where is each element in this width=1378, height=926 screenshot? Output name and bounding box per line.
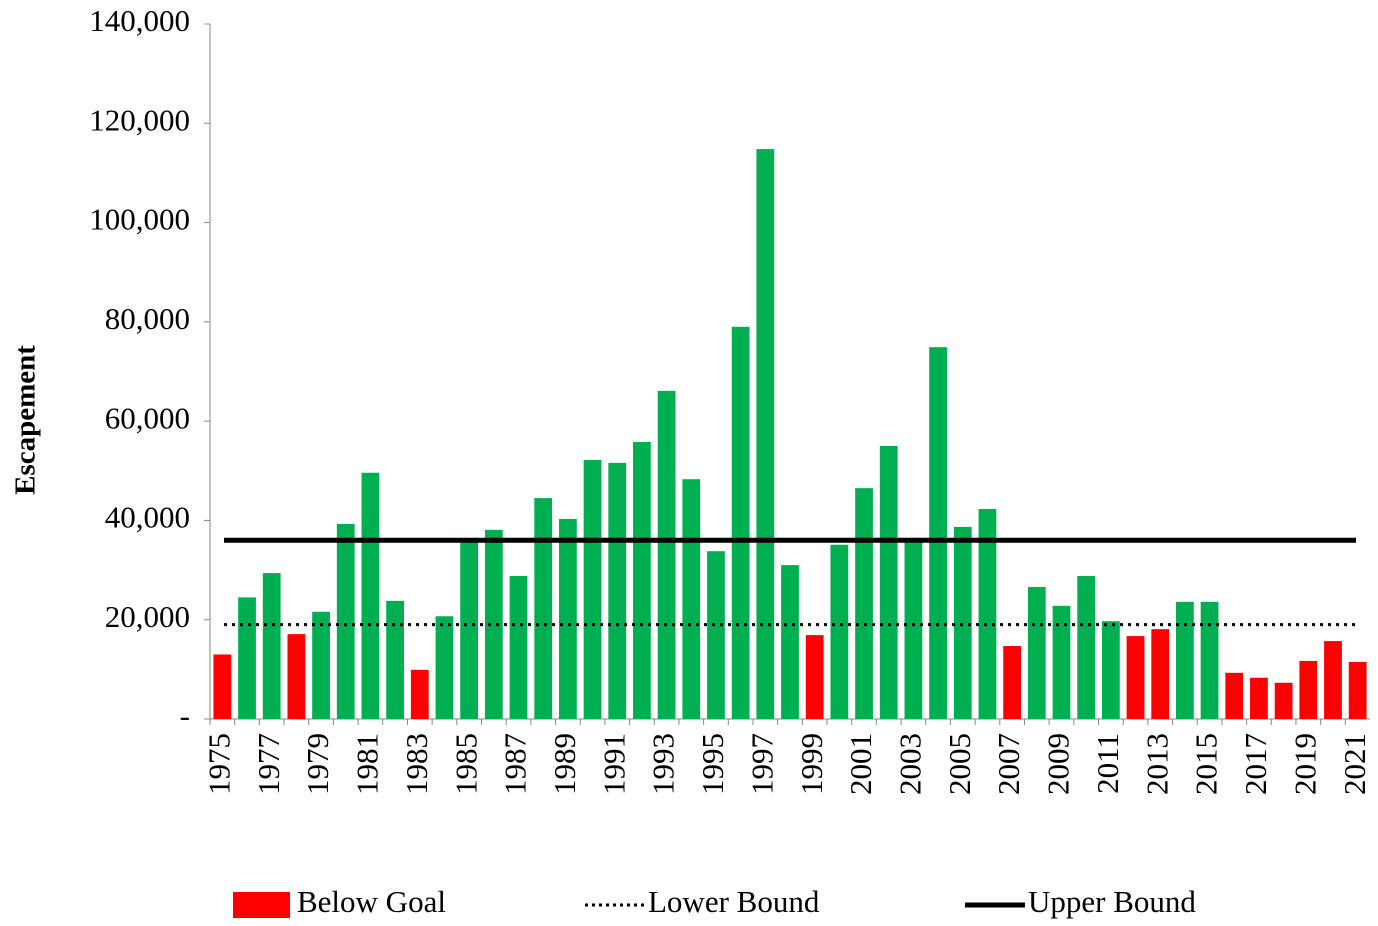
legend-label: Lower Bound (648, 884, 820, 919)
bar (1151, 629, 1170, 719)
bar (1324, 641, 1342, 719)
legend-swatch (233, 892, 290, 918)
x-tick-label: 2009 (1041, 733, 1076, 795)
x-tick-label: 1999 (794, 733, 829, 795)
bar (1126, 636, 1145, 719)
y-tick-label: 100,000 (89, 202, 190, 237)
x-tick-label: 2007 (991, 733, 1026, 795)
bar (213, 654, 232, 719)
x-tick-label: 1983 (399, 733, 434, 795)
y-tick-label: 140,000 (89, 3, 190, 38)
bar (238, 597, 256, 719)
bar (1299, 660, 1318, 719)
x-tick-label: 1997 (744, 733, 779, 795)
y-tick-label: 60,000 (105, 400, 190, 435)
x-tick-label: 2003 (893, 733, 928, 795)
bar (1077, 576, 1096, 719)
bar (336, 523, 355, 719)
bar (1274, 682, 1293, 719)
x-tick-label: 2013 (1139, 733, 1174, 795)
x-tick-label: 2017 (1238, 733, 1273, 795)
bar (1027, 586, 1046, 719)
bar (1348, 661, 1367, 719)
bar (781, 565, 799, 719)
bar (460, 540, 479, 719)
bar (262, 573, 281, 719)
bar (879, 445, 898, 719)
x-tick-label: 1993 (646, 733, 681, 795)
legend-label: Below Goal (297, 884, 446, 919)
bar (386, 600, 404, 719)
bar (435, 616, 454, 719)
x-tick-label: 1991 (596, 733, 631, 795)
x-tick-label: 1977 (251, 733, 286, 795)
bar (410, 669, 429, 719)
bar (608, 462, 627, 719)
bar (1176, 601, 1194, 719)
bar (312, 611, 330, 719)
bar (731, 326, 750, 719)
x-tick-label: 1989 (547, 733, 582, 795)
x-tick-label: 2005 (942, 733, 977, 795)
x-tick-label: 1995 (695, 733, 730, 795)
x-tick-label: 2015 (1189, 733, 1224, 795)
bar (904, 540, 923, 719)
bar (830, 544, 849, 719)
bar (287, 634, 306, 719)
x-tick-label: 2021 (1337, 733, 1372, 795)
x-tick-label: 1979 (300, 733, 335, 795)
bar (509, 576, 528, 719)
x-tick-label: 1981 (350, 733, 385, 795)
y-axis-label: Escapement (10, 345, 42, 495)
bar (1250, 677, 1268, 719)
y-tick-label: 40,000 (105, 500, 190, 535)
bar (361, 472, 380, 719)
x-tick-label: 1975 (201, 733, 236, 795)
bar (682, 479, 701, 719)
bar (633, 441, 651, 719)
bar (855, 488, 873, 719)
bar (1200, 601, 1219, 719)
bar (707, 551, 725, 719)
bar (929, 347, 947, 719)
x-tick-label: 2001 (843, 733, 878, 795)
bar (953, 526, 972, 719)
bar (558, 518, 577, 719)
y-tick-label: - (180, 698, 190, 733)
x-tick-label: 2011 (1090, 733, 1125, 794)
bar (805, 635, 824, 719)
x-tick-label: 1987 (498, 733, 533, 795)
y-tick-label: 120,000 (89, 102, 190, 137)
bar (484, 529, 503, 719)
bar (756, 149, 775, 720)
legend-label: Upper Bound (1028, 884, 1196, 919)
bar (657, 390, 676, 719)
bar (1052, 605, 1071, 719)
bar (1003, 646, 1022, 719)
bar (1225, 672, 1244, 719)
x-tick-label: 1985 (448, 733, 483, 795)
bar (978, 509, 997, 719)
y-tick-label: 20,000 (105, 599, 190, 634)
y-tick-label: 80,000 (105, 301, 190, 336)
bar (1101, 621, 1120, 719)
x-tick-label: 2019 (1287, 733, 1322, 795)
bar (534, 498, 553, 719)
bar (583, 459, 602, 719)
